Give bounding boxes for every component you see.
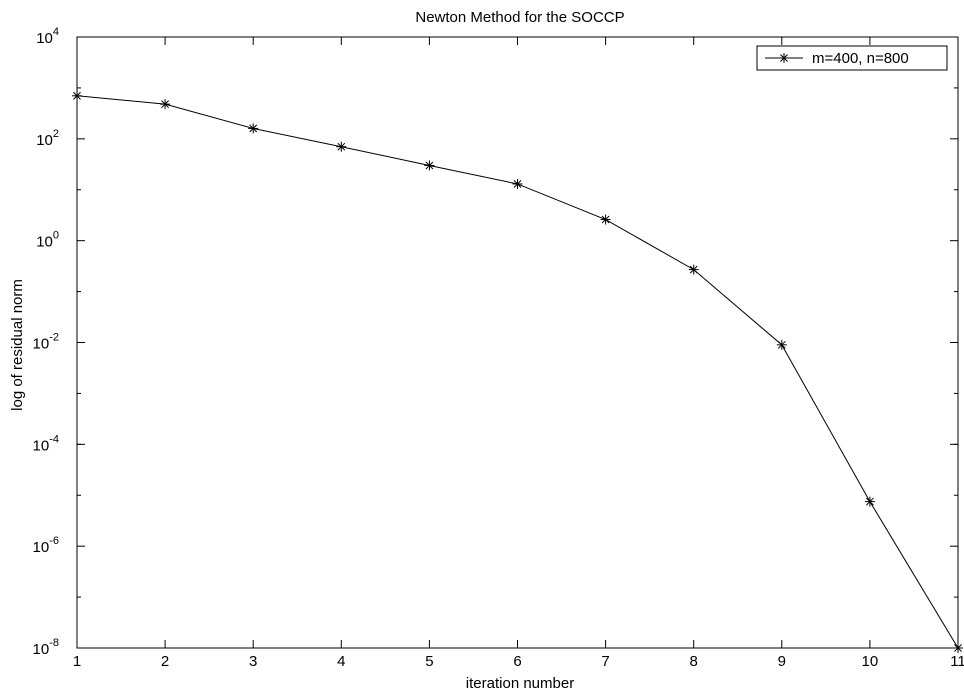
x-tick-label: 4 bbox=[337, 653, 345, 670]
x-axis-ticks: 1 2 3 4 5 6 7 8 9 10 11 bbox=[73, 37, 964, 670]
y-tick-label: 100 bbox=[36, 230, 59, 251]
x-tick-label: 10 bbox=[862, 653, 879, 670]
data-point bbox=[248, 123, 259, 134]
y-tick-label: 10-4 bbox=[33, 433, 59, 454]
y-tick-label: 10-2 bbox=[33, 332, 59, 353]
x-tick-label: 11 bbox=[950, 653, 964, 670]
x-tick-label: 7 bbox=[601, 653, 609, 670]
plot-frame bbox=[76, 36, 959, 649]
data-point bbox=[953, 643, 963, 653]
data-point bbox=[688, 264, 699, 275]
x-tick-label: 3 bbox=[249, 653, 257, 670]
x-tick-label: 9 bbox=[778, 653, 786, 670]
data-point bbox=[160, 99, 171, 110]
data-point bbox=[336, 141, 347, 152]
data-point bbox=[776, 339, 787, 350]
series-line bbox=[76, 95, 959, 649]
x-tick-label: 5 bbox=[425, 653, 433, 670]
legend-marker bbox=[779, 53, 789, 63]
legend: m=400, n=800 bbox=[756, 45, 948, 71]
series-group bbox=[72, 90, 963, 653]
y-tick-label: 10-6 bbox=[33, 535, 59, 556]
plot-area-border bbox=[76, 36, 959, 649]
data-point bbox=[512, 178, 523, 189]
x-tick-label: 8 bbox=[690, 653, 698, 670]
y-tick-label: 10-8 bbox=[33, 637, 59, 658]
data-point bbox=[864, 496, 875, 507]
y-tick-label: 102 bbox=[36, 128, 59, 149]
data-point bbox=[424, 160, 435, 171]
x-tick-label: 1 bbox=[73, 653, 81, 670]
data-point bbox=[600, 214, 611, 225]
x-axis-label: iteration number bbox=[466, 675, 574, 692]
y-tick-label: 104 bbox=[36, 26, 59, 47]
y-axis-label: log of residual norm bbox=[9, 279, 26, 411]
y-axis-ticks: 10-8 10-6 10-4 10-2 100 102 104 bbox=[33, 26, 958, 658]
x-tick-label: 6 bbox=[513, 653, 521, 670]
chart-title: Newton Method for the SOCCP bbox=[415, 9, 624, 26]
legend-label: m=400, n=800 bbox=[812, 50, 909, 67]
x-tick-label: 2 bbox=[161, 653, 169, 670]
data-point bbox=[72, 90, 82, 101]
